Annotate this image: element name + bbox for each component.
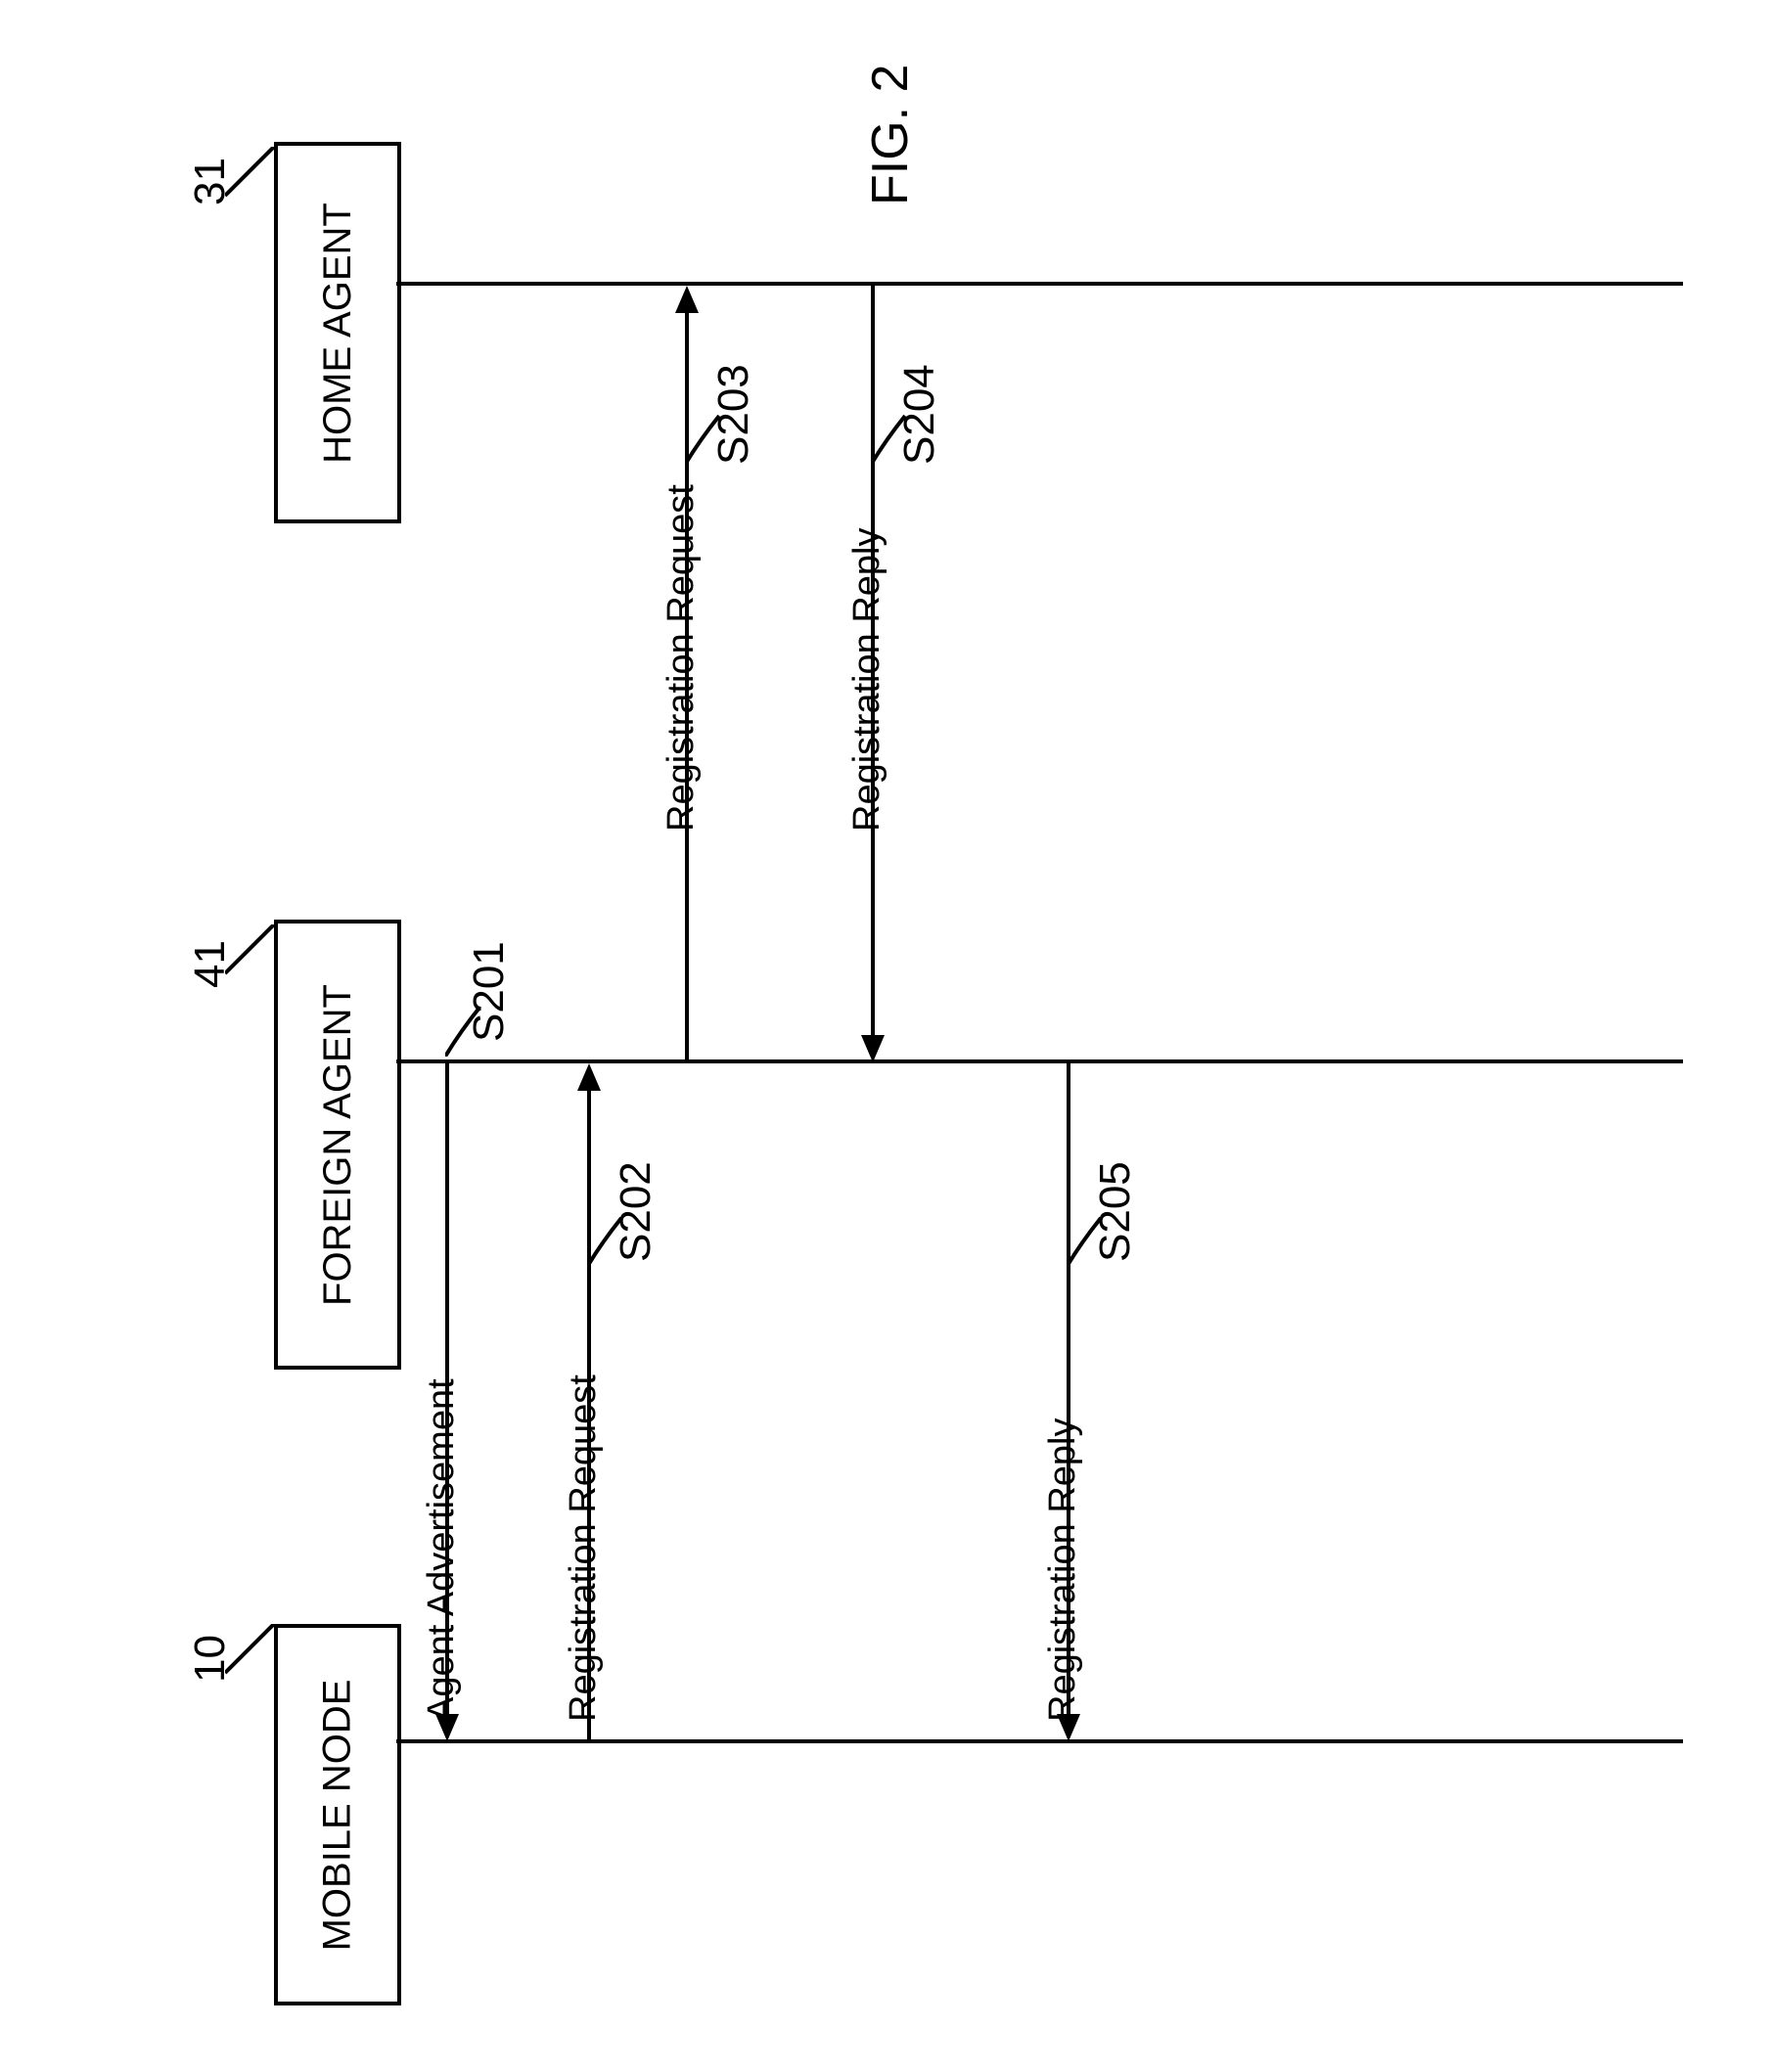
msg-label-s203: Registration Request xyxy=(660,484,703,832)
participant-home-agent: HOME AGENT xyxy=(274,142,401,523)
msg-label-s205: Registration Reply xyxy=(1042,1419,1084,1722)
ref-connector-foreign xyxy=(225,924,274,983)
msg-label-s202: Registration Request xyxy=(563,1374,605,1722)
msg-label-s204: Registration Reply xyxy=(846,528,888,832)
lifeline-home xyxy=(396,282,1683,286)
msg-s204-text: Registration Reply xyxy=(846,528,888,832)
msg-s201-text: Agent Advertisement xyxy=(421,1378,462,1722)
arrow-head-s204 xyxy=(861,1035,885,1062)
msg-s205-text: Registration Reply xyxy=(1042,1419,1083,1722)
participant-mobile-node: MOBILE NODE xyxy=(274,1624,401,2005)
participant-foreign-label: FOREIGN AGENT xyxy=(316,984,360,1306)
participant-home-label: HOME AGENT xyxy=(316,203,360,464)
step-connector-s203 xyxy=(685,406,734,465)
msg-s202-text: Registration Request xyxy=(563,1374,604,1722)
step-connector-s201 xyxy=(445,998,494,1057)
figure-title-text: FIG. 2 xyxy=(862,65,919,205)
arrow-head-s203 xyxy=(675,286,699,313)
step-connector-s204 xyxy=(871,406,920,465)
participant-foreign-agent: FOREIGN AGENT xyxy=(274,920,401,1370)
step-connector-s205 xyxy=(1067,1208,1115,1267)
msg-label-s201: Agent Advertisement xyxy=(421,1378,463,1722)
figure-title: FIG. 2 xyxy=(861,65,920,205)
participant-mobile-label: MOBILE NODE xyxy=(316,1679,360,1951)
msg-s203-text: Registration Request xyxy=(660,484,702,832)
ref-connector-mobile xyxy=(225,1624,274,1683)
step-connector-s202 xyxy=(587,1208,636,1267)
ref-connector-home xyxy=(225,147,274,205)
arrow-head-s202 xyxy=(577,1063,601,1091)
